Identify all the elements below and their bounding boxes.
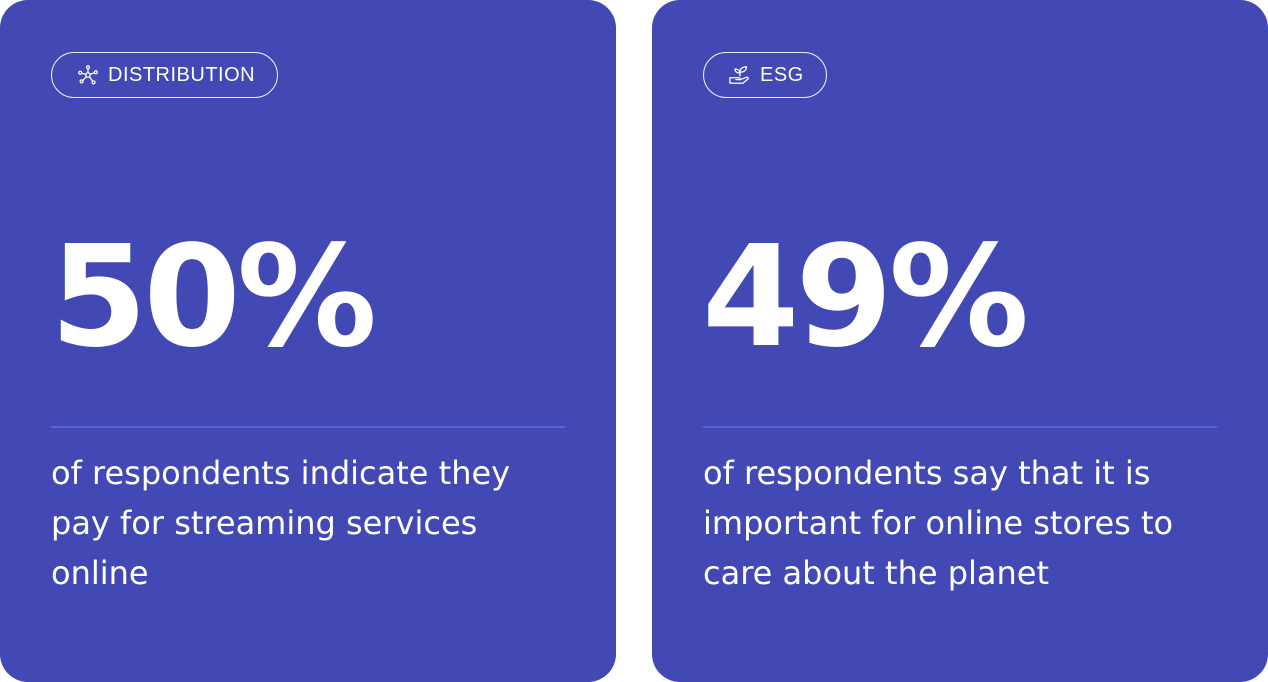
hand-plant-icon xyxy=(728,63,752,87)
divider xyxy=(51,426,565,428)
stat-description: of respondents indicate they pay for str… xyxy=(51,454,511,592)
category-tag-label: DISTRIBUTION xyxy=(108,64,256,86)
stat-value: 50% xyxy=(50,216,377,379)
category-tag-distribution: DISTRIBUTION xyxy=(51,52,279,98)
divider xyxy=(703,426,1217,428)
category-tag-label: ESG xyxy=(760,64,804,86)
stat-description: of respondents say that it is important … xyxy=(703,454,1174,592)
stat-value: 49% xyxy=(702,216,1029,379)
stat-card-distribution: DISTRIBUTION 50% of respondents indicate… xyxy=(0,0,616,682)
network-nodes-icon xyxy=(76,63,100,87)
stat-card-esg: ESG 49% of respondents say that it is im… xyxy=(652,0,1268,682)
category-tag-esg: ESG xyxy=(703,52,827,98)
